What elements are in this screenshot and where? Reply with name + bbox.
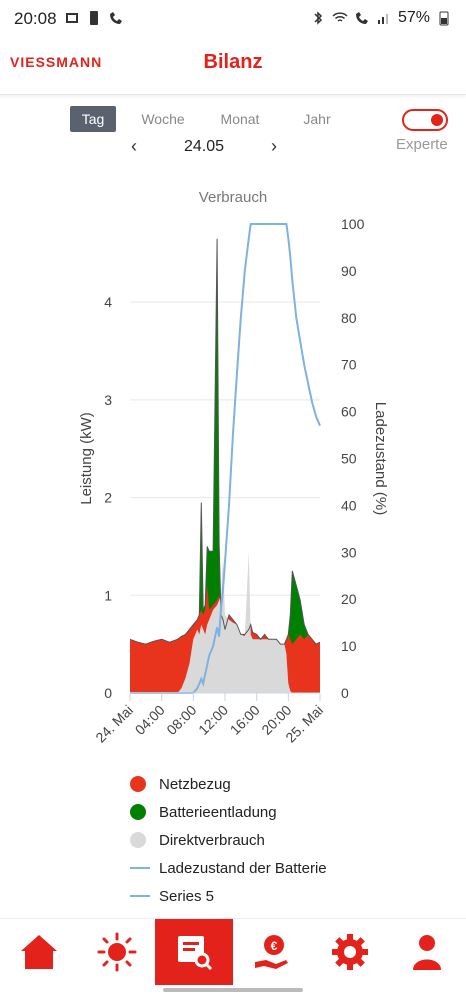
hand-euro-icon: € <box>254 935 288 969</box>
expert-toggle[interactable] <box>402 109 448 131</box>
expert-toggle-label: Experte <box>396 136 448 153</box>
y2-tick-label: 10 <box>341 638 357 654</box>
sun-icon <box>97 932 136 972</box>
y2-tick-label: 100 <box>341 216 365 232</box>
legend-label: Series 5 <box>159 887 215 905</box>
period-tabs: Tag Woche Monat Jahr <box>70 106 369 132</box>
legend-label: Netzbezug <box>159 775 231 793</box>
wifi-icon <box>332 12 348 22</box>
report-search-icon <box>178 936 213 971</box>
chart-title: Verbrauch <box>199 189 267 206</box>
x-tick-label: 24. Mai <box>92 702 136 746</box>
gallery-icon <box>66 13 78 23</box>
missed-call-icon <box>110 12 122 24</box>
y-tick-label: 0 <box>104 685 112 701</box>
gear-icon <box>331 934 368 970</box>
status-bar: 20:08 57% <box>0 0 466 40</box>
home-indicator[interactable] <box>163 988 303 992</box>
legend-label: Direktverbrauch <box>159 831 265 849</box>
legend-item-batterieentladung[interactable]: Batterieentladung <box>130 798 327 826</box>
y2-tick-label: 20 <box>341 591 357 607</box>
current-date: 24.05 <box>183 138 225 155</box>
chevron-right-icon[interactable]: › <box>271 136 277 156</box>
chevron-left-icon[interactable]: ‹ <box>131 136 137 156</box>
svg-text:€: € <box>271 939 278 953</box>
nav-settings[interactable] <box>311 919 389 985</box>
y-tick-label: 3 <box>104 392 112 408</box>
bluetooth-icon <box>314 11 323 25</box>
y2-tick-label: 50 <box>341 451 357 467</box>
y-tick-label: 4 <box>104 294 112 310</box>
legend-marker <box>130 804 146 820</box>
phone-icon <box>90 11 98 25</box>
home-icon <box>20 935 57 969</box>
legend-label: Batterieentladung <box>159 803 277 821</box>
y-tick-label: 1 <box>104 587 112 603</box>
nav-home[interactable] <box>0 919 78 985</box>
x-tick-label: 04:00 <box>132 702 168 738</box>
signal-icon <box>377 14 388 24</box>
x-tick-label: 12:00 <box>195 702 231 738</box>
y2-tick-label: 90 <box>341 263 357 279</box>
legend-marker <box>130 776 146 792</box>
nav-profile[interactable] <box>388 919 466 985</box>
series-direktverbrauch-area <box>130 551 320 693</box>
nav-report[interactable] <box>155 919 234 985</box>
legend-item-series-5[interactable]: Series 5 <box>130 882 327 910</box>
wifi-call-icon <box>355 12 368 24</box>
x-tick-label: 16:00 <box>227 702 263 738</box>
nav-savings[interactable]: € <box>233 919 311 985</box>
chart-legend: Netzbezug Batterieentladung Direktverbra… <box>130 770 327 910</box>
legend-item-direktverbrauch[interactable]: Direktverbrauch <box>130 826 327 854</box>
y2-axis-label: Ladezustand (%) <box>372 402 389 515</box>
y2-tick-label: 40 <box>341 497 357 513</box>
tab-year[interactable]: Jahr <box>303 111 331 127</box>
total-consumption-line <box>129 238 321 645</box>
consumption-chart: Verbrauch012340102030405060708090100Leis… <box>78 189 389 746</box>
tab-week[interactable]: Woche <box>141 111 185 127</box>
notification-icons <box>64 10 124 26</box>
tab-day[interactable]: Tag <box>70 106 116 132</box>
y2-tick-label: 60 <box>341 404 357 420</box>
viessmann-logo: VIESSMANN <box>10 54 103 70</box>
toggle-knob <box>431 114 443 126</box>
bottom-navigation: € <box>0 918 466 985</box>
legend-marker <box>130 832 146 848</box>
y-tick-label: 2 <box>104 490 112 506</box>
tab-month[interactable]: Monat <box>220 111 260 127</box>
nav-solar[interactable] <box>78 919 156 985</box>
date-navigator: ‹ 24.05 › <box>124 136 284 160</box>
system-status: 57% <box>310 9 452 27</box>
user-icon <box>413 935 442 970</box>
legend-marker <box>130 895 150 897</box>
y2-tick-label: 80 <box>341 310 357 326</box>
legend-item-netzbezug[interactable]: Netzbezug <box>130 770 327 798</box>
page-title: Bilanz <box>203 51 263 73</box>
x-tick-label: 08:00 <box>163 702 199 738</box>
legend-label: Ladezustand der Batterie <box>159 859 327 877</box>
y-axis-label: Leistung (kW) <box>78 412 95 505</box>
y2-tick-label: 70 <box>341 357 357 373</box>
legend-item-ladezustand[interactable]: Ladezustand der Batterie <box>130 854 327 882</box>
app-bar: VIESSMANN Bilanz <box>0 40 466 95</box>
battery-percent: 57% <box>397 9 430 26</box>
y2-tick-label: 30 <box>341 544 357 560</box>
battery-icon <box>439 11 449 26</box>
legend-marker <box>130 867 150 869</box>
y2-tick-label: 0 <box>341 685 349 701</box>
status-time: 20:08 <box>14 9 57 28</box>
